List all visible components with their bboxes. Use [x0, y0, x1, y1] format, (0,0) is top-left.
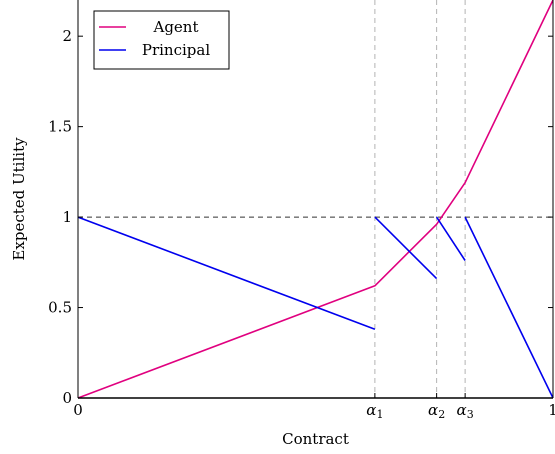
legend-label-principal: Principal [142, 41, 210, 59]
principal-line-segment-1 [77, 216, 376, 331]
reference-lines [78, 0, 553, 398]
legend-box [93, 10, 230, 70]
agent-line-segment-1 [77, 0, 554, 399]
series-lines [77, 0, 554, 399]
principal-line-segment-4 [464, 216, 554, 399]
x-tick-label: 1 [548, 401, 555, 419]
x-tick-label: α1 [366, 401, 383, 421]
principal-line-segment-2 [374, 216, 438, 280]
x-axis-label: Contract [282, 430, 349, 448]
y-tick-label: 0 [62, 389, 72, 407]
principal-line-segment-3 [435, 216, 466, 261]
y-tick-label: 2 [62, 27, 72, 45]
x-tick-label: 0 [73, 401, 83, 419]
y-tick-label: 0.5 [48, 299, 72, 317]
legend-label-agent: Agent [153, 18, 199, 36]
y-axis-label: Expected Utility [10, 137, 28, 261]
tick-labels: 0 0.5 1 1.5 2 0 α1 α2 α3 1 [48, 27, 555, 421]
x-tick-label: α3 [457, 401, 474, 421]
y-tick-label: 1 [62, 208, 72, 226]
y-tick-label: 1.5 [48, 118, 72, 136]
legend: Agent Principal [93, 10, 230, 70]
x-tick-label: α2 [428, 401, 445, 421]
axes [77, 0, 554, 399]
